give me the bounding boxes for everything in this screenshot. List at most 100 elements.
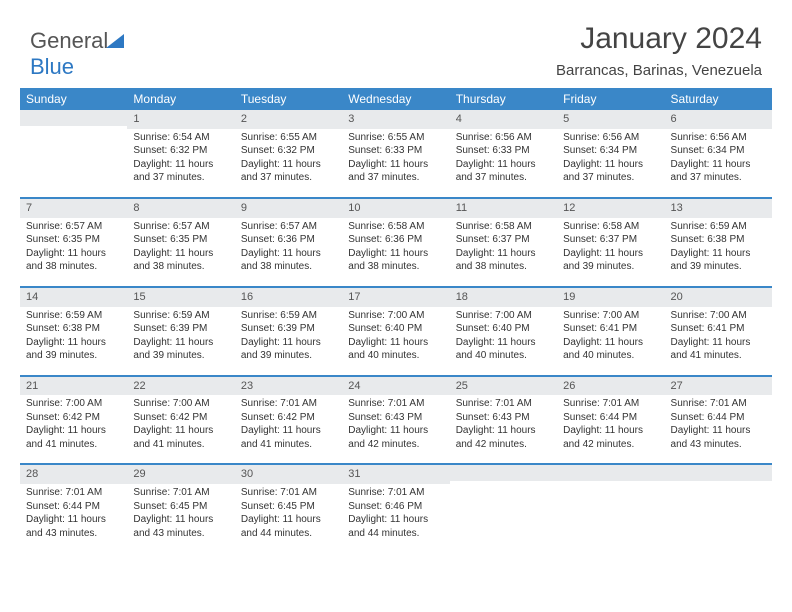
day-cell: 13Sunrise: 6:59 AMSunset: 6:38 PMDayligh… [665, 199, 772, 278]
day-details: Sunrise: 6:58 AMSunset: 6:36 PMDaylight:… [342, 218, 449, 278]
daylight-text: Daylight: 11 hours and 43 minutes. [133, 513, 228, 540]
sunset-text: Sunset: 6:33 PM [456, 144, 551, 158]
sunrise-text: Sunrise: 6:58 AM [563, 220, 658, 234]
day-details: Sunrise: 6:57 AMSunset: 6:35 PMDaylight:… [20, 218, 127, 278]
sunset-text: Sunset: 6:38 PM [671, 233, 766, 247]
calendar-header-row: Sunday Monday Tuesday Wednesday Thursday… [20, 88, 772, 110]
sunrise-text: Sunrise: 6:55 AM [241, 131, 336, 145]
daylight-text: Daylight: 11 hours and 38 minutes. [241, 247, 336, 274]
col-friday: Friday [557, 88, 664, 110]
day-details: Sunrise: 7:01 AMSunset: 6:43 PMDaylight:… [450, 395, 557, 455]
sunset-text: Sunset: 6:45 PM [133, 500, 228, 514]
daylight-text: Daylight: 11 hours and 43 minutes. [26, 513, 121, 540]
day-cell: 3Sunrise: 6:55 AMSunset: 6:33 PMDaylight… [342, 110, 449, 189]
day-number: 2 [235, 110, 342, 129]
day-details: Sunrise: 7:00 AMSunset: 6:42 PMDaylight:… [20, 395, 127, 455]
daylight-text: Daylight: 11 hours and 37 minutes. [348, 158, 443, 185]
daylight-text: Daylight: 11 hours and 37 minutes. [133, 158, 228, 185]
day-number: 23 [235, 377, 342, 396]
sunrise-text: Sunrise: 6:59 AM [241, 309, 336, 323]
daylight-text: Daylight: 11 hours and 39 minutes. [241, 336, 336, 363]
day-cell: 1Sunrise: 6:54 AMSunset: 6:32 PMDaylight… [127, 110, 234, 189]
day-number: 18 [450, 288, 557, 307]
day-cell: 5Sunrise: 6:56 AMSunset: 6:34 PMDaylight… [557, 110, 664, 189]
day-cell [20, 110, 127, 189]
day-cell: 16Sunrise: 6:59 AMSunset: 6:39 PMDayligh… [235, 288, 342, 367]
day-cell [557, 465, 664, 544]
day-number: 30 [235, 465, 342, 484]
week-row: 1Sunrise: 6:54 AMSunset: 6:32 PMDaylight… [20, 110, 772, 189]
daylight-text: Daylight: 11 hours and 40 minutes. [563, 336, 658, 363]
day-number: 3 [342, 110, 449, 129]
day-number: 28 [20, 465, 127, 484]
day-details: Sunrise: 7:01 AMSunset: 6:46 PMDaylight:… [342, 484, 449, 544]
logo-text-2: Blue [30, 54, 74, 79]
sunrise-text: Sunrise: 6:56 AM [671, 131, 766, 145]
day-details: Sunrise: 6:59 AMSunset: 6:39 PMDaylight:… [235, 307, 342, 367]
col-thursday: Thursday [450, 88, 557, 110]
day-cell: 4Sunrise: 6:56 AMSunset: 6:33 PMDaylight… [450, 110, 557, 189]
day-number: 12 [557, 199, 664, 218]
day-cell: 30Sunrise: 7:01 AMSunset: 6:45 PMDayligh… [235, 465, 342, 544]
day-cell [665, 465, 772, 544]
sunrise-text: Sunrise: 7:01 AM [456, 397, 551, 411]
col-tuesday: Tuesday [235, 88, 342, 110]
day-details: Sunrise: 7:01 AMSunset: 6:44 PMDaylight:… [557, 395, 664, 455]
week-row: 7Sunrise: 6:57 AMSunset: 6:35 PMDaylight… [20, 197, 772, 278]
daylight-text: Daylight: 11 hours and 37 minutes. [241, 158, 336, 185]
sunset-text: Sunset: 6:42 PM [241, 411, 336, 425]
sunset-text: Sunset: 6:44 PM [563, 411, 658, 425]
logo-triangle-icon [106, 34, 124, 48]
daylight-text: Daylight: 11 hours and 41 minutes. [671, 336, 766, 363]
sunrise-text: Sunrise: 6:56 AM [456, 131, 551, 145]
sunset-text: Sunset: 6:44 PM [26, 500, 121, 514]
day-details: Sunrise: 6:57 AMSunset: 6:36 PMDaylight:… [235, 218, 342, 278]
sunrise-text: Sunrise: 7:01 AM [133, 486, 228, 500]
logo: General Blue [30, 28, 124, 80]
day-number: 19 [557, 288, 664, 307]
day-details: Sunrise: 7:01 AMSunset: 6:43 PMDaylight:… [342, 395, 449, 455]
daylight-text: Daylight: 11 hours and 43 minutes. [671, 424, 766, 451]
day-number: 31 [342, 465, 449, 484]
sunset-text: Sunset: 6:42 PM [26, 411, 121, 425]
calendar-weeks: 1Sunrise: 6:54 AMSunset: 6:32 PMDaylight… [20, 110, 772, 544]
day-details: Sunrise: 6:58 AMSunset: 6:37 PMDaylight:… [557, 218, 664, 278]
day-details: Sunrise: 6:55 AMSunset: 6:33 PMDaylight:… [342, 129, 449, 189]
daylight-text: Daylight: 11 hours and 39 minutes. [133, 336, 228, 363]
day-cell: 19Sunrise: 7:00 AMSunset: 6:41 PMDayligh… [557, 288, 664, 367]
daylight-text: Daylight: 11 hours and 37 minutes. [671, 158, 766, 185]
sunset-text: Sunset: 6:34 PM [563, 144, 658, 158]
day-details: Sunrise: 6:56 AMSunset: 6:33 PMDaylight:… [450, 129, 557, 189]
week-row: 28Sunrise: 7:01 AMSunset: 6:44 PMDayligh… [20, 463, 772, 544]
week-row: 14Sunrise: 6:59 AMSunset: 6:38 PMDayligh… [20, 286, 772, 367]
sunrise-text: Sunrise: 7:01 AM [348, 486, 443, 500]
day-cell: 18Sunrise: 7:00 AMSunset: 6:40 PMDayligh… [450, 288, 557, 367]
day-number: 24 [342, 377, 449, 396]
day-cell: 27Sunrise: 7:01 AMSunset: 6:44 PMDayligh… [665, 377, 772, 456]
sunrise-text: Sunrise: 6:59 AM [26, 309, 121, 323]
calendar: Sunday Monday Tuesday Wednesday Thursday… [20, 88, 772, 544]
day-cell: 22Sunrise: 7:00 AMSunset: 6:42 PMDayligh… [127, 377, 234, 456]
day-details: Sunrise: 7:01 AMSunset: 6:42 PMDaylight:… [235, 395, 342, 455]
sunrise-text: Sunrise: 7:01 AM [671, 397, 766, 411]
sunrise-text: Sunrise: 7:00 AM [671, 309, 766, 323]
daylight-text: Daylight: 11 hours and 42 minutes. [563, 424, 658, 451]
day-number: 17 [342, 288, 449, 307]
day-details: Sunrise: 6:57 AMSunset: 6:35 PMDaylight:… [127, 218, 234, 278]
day-number [20, 110, 127, 126]
day-number: 15 [127, 288, 234, 307]
day-cell: 31Sunrise: 7:01 AMSunset: 6:46 PMDayligh… [342, 465, 449, 544]
day-cell: 28Sunrise: 7:01 AMSunset: 6:44 PMDayligh… [20, 465, 127, 544]
day-details: Sunrise: 7:01 AMSunset: 6:45 PMDaylight:… [127, 484, 234, 544]
day-cell: 20Sunrise: 7:00 AMSunset: 6:41 PMDayligh… [665, 288, 772, 367]
col-sunday: Sunday [20, 88, 127, 110]
sunrise-text: Sunrise: 7:01 AM [348, 397, 443, 411]
daylight-text: Daylight: 11 hours and 39 minutes. [563, 247, 658, 274]
daylight-text: Daylight: 11 hours and 39 minutes. [26, 336, 121, 363]
day-number: 25 [450, 377, 557, 396]
sunset-text: Sunset: 6:33 PM [348, 144, 443, 158]
day-cell: 8Sunrise: 6:57 AMSunset: 6:35 PMDaylight… [127, 199, 234, 278]
sunrise-text: Sunrise: 7:00 AM [133, 397, 228, 411]
sunset-text: Sunset: 6:36 PM [348, 233, 443, 247]
day-details: Sunrise: 6:59 AMSunset: 6:38 PMDaylight:… [665, 218, 772, 278]
